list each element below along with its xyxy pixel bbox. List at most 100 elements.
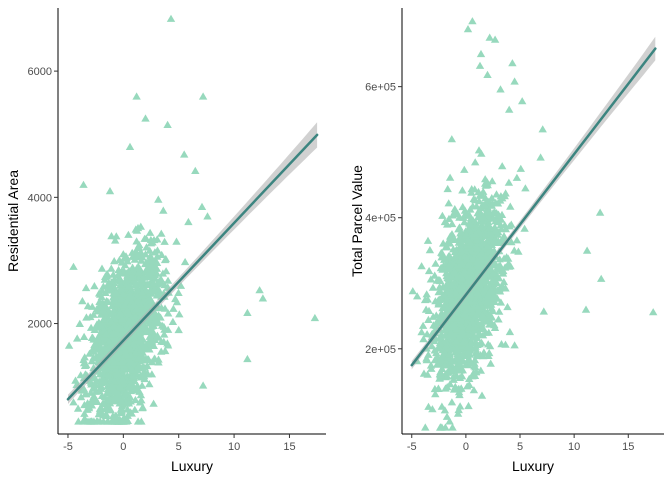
data-point: [444, 199, 453, 207]
y-axis-title: Total Parcel Value: [349, 165, 365, 277]
data-point: [597, 274, 606, 282]
data-point: [461, 298, 471, 306]
y-tick-label: 2e+05: [365, 344, 396, 356]
data-point: [487, 194, 496, 202]
data-point: [132, 92, 141, 100]
data-point: [197, 202, 207, 210]
data-point: [488, 177, 497, 185]
data-point: [443, 274, 452, 282]
data-point: [431, 390, 440, 398]
data-point: [435, 343, 444, 351]
data-point: [456, 228, 466, 236]
data-point: [440, 344, 450, 352]
data-point: [123, 351, 132, 359]
data-point: [123, 296, 132, 304]
data-point: [80, 409, 89, 417]
data-point: [450, 209, 459, 217]
data-point: [506, 262, 515, 270]
data-point: [434, 384, 443, 392]
data-point: [473, 261, 482, 269]
data-point: [101, 404, 111, 412]
data-point: [505, 105, 514, 113]
data-point: [489, 268, 498, 277]
data-point: [495, 307, 504, 315]
data-point: [64, 341, 74, 349]
data-point: [521, 184, 530, 192]
data-point: [130, 334, 139, 342]
data-point: [434, 298, 443, 306]
data-point: [133, 296, 143, 304]
data-point: [469, 194, 478, 203]
data-point: [506, 202, 515, 210]
x-tick-label: -5: [407, 441, 417, 453]
x-tick-label: 5: [517, 441, 523, 453]
data-point: [421, 423, 430, 431]
data-point: [438, 211, 447, 219]
x-tick-label: 5: [176, 441, 182, 453]
data-point: [454, 352, 463, 360]
data-point: [310, 313, 320, 322]
data-point: [110, 335, 119, 343]
data-point: [447, 398, 457, 406]
data-point: [154, 277, 164, 285]
data-point: [463, 382, 472, 390]
data-point: [514, 247, 523, 255]
data-point: [423, 370, 432, 378]
data-point: [471, 363, 480, 371]
data-point: [134, 354, 143, 362]
data-point: [479, 239, 488, 247]
data-point: [458, 327, 467, 335]
data-point: [455, 358, 464, 367]
data-point: [476, 49, 486, 58]
data-point: [101, 329, 111, 338]
data-point: [81, 283, 91, 292]
data-point: [483, 242, 492, 250]
data-point: [130, 255, 139, 263]
data-point: [80, 361, 90, 369]
data-point: [438, 265, 447, 273]
data-point: [460, 218, 469, 226]
data-point: [451, 288, 460, 296]
x-tick-label: 10: [228, 441, 240, 453]
data-point: [116, 417, 125, 425]
data-point: [107, 310, 116, 318]
data-point: [456, 238, 466, 246]
data-point: [649, 308, 658, 316]
data-point: [497, 215, 506, 223]
data-point: [419, 335, 428, 343]
data-point: [435, 283, 444, 291]
data-point: [481, 175, 490, 183]
data-point: [474, 146, 484, 154]
data-point: [124, 399, 134, 407]
data-point: [486, 264, 495, 272]
data-point: [445, 380, 455, 388]
data-point: [424, 350, 433, 358]
y-tick-label: 4e+05: [365, 213, 396, 225]
data-point: [152, 291, 162, 299]
data-point: [74, 417, 83, 425]
data-point: [73, 404, 83, 412]
data-point: [126, 386, 135, 395]
data-point: [468, 308, 477, 316]
data-point: [481, 230, 491, 238]
data-point: [472, 351, 482, 360]
data-point: [423, 236, 433, 244]
data-point: [493, 265, 503, 273]
data-point: [79, 180, 88, 188]
x-axis-title: Luxury: [171, 458, 213, 474]
data-point: [425, 246, 435, 254]
data-point: [465, 374, 474, 382]
data-point: [138, 288, 147, 296]
data-point: [435, 314, 444, 322]
data-point: [121, 276, 130, 284]
data-point: [444, 262, 454, 270]
data-point: [445, 349, 454, 358]
data-point: [458, 366, 467, 374]
data-point: [144, 257, 154, 265]
data-point: [510, 341, 519, 349]
data-point: [434, 275, 444, 283]
data-point: [448, 258, 457, 266]
data-point: [492, 272, 501, 280]
data-point: [478, 311, 487, 319]
